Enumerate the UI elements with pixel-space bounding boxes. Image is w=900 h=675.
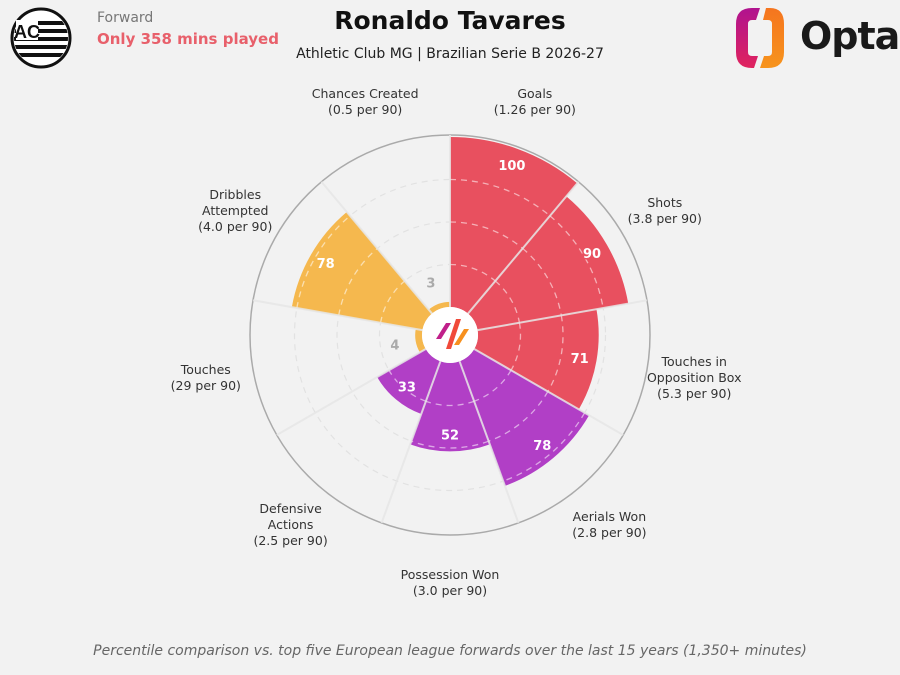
bar-6 (415, 328, 426, 353)
category-label: (2.8 per 90) (572, 525, 646, 540)
bar-grid-ring (488, 391, 549, 442)
category-label: Aerials Won (573, 509, 646, 524)
page-subtitle: Athletic Club MG | Brazilian Serie B 202… (296, 46, 604, 62)
bar-grid-ring (449, 178, 551, 217)
bar-3 (459, 349, 590, 486)
slice-separator (473, 348, 624, 436)
svg-text:AC: AC (14, 22, 40, 42)
bar-grid-ring (547, 315, 564, 392)
bar-8 (428, 301, 450, 314)
bar-2 (474, 309, 599, 410)
slice-separator (458, 360, 520, 524)
slice-separator (320, 181, 433, 315)
bar-grid-ring (449, 263, 496, 282)
bar-5 (377, 349, 441, 415)
hub-logo-icon (436, 323, 451, 339)
bar-grid-ring (510, 322, 522, 371)
bar-grid-ring (494, 280, 521, 323)
bar-1 (467, 196, 629, 331)
bar-grid-ring (502, 412, 586, 482)
page-title: Ronaldo Tavares (334, 6, 566, 35)
category-label: Touches in (661, 354, 727, 369)
bar-0 (450, 137, 578, 314)
category-label: (3.0 per 90) (413, 583, 487, 598)
category-label: Defensive (259, 501, 322, 516)
category-label: Goals (517, 86, 552, 101)
bar-grid-ring (338, 247, 378, 316)
category-label: Dribbles (209, 187, 261, 202)
bar-grid-ring (522, 247, 562, 316)
value-label: 3 (426, 276, 435, 291)
value-label: 78 (317, 257, 335, 272)
category-label: Shots (647, 195, 682, 210)
category-label: (29 per 90) (171, 378, 241, 393)
category-label: Possession Won (401, 567, 500, 582)
bar-grid-ring (449, 221, 524, 249)
category-label: (3.8 per 90) (628, 211, 702, 226)
slice-separator (276, 348, 427, 436)
category-label: (5.3 per 90) (657, 386, 731, 401)
slice-separator (467, 181, 580, 315)
footnote: Percentile comparison vs. top five Europ… (93, 643, 807, 659)
hub-circle (422, 307, 478, 363)
value-label: 90 (583, 247, 601, 262)
value-label: 71 (571, 352, 589, 367)
value-label: 100 (498, 159, 525, 174)
category-label: Actions (268, 517, 314, 532)
bar-grid-ring (296, 215, 351, 309)
bar-grid-ring (379, 280, 406, 323)
slice-separator (252, 299, 423, 332)
bar-grid-ring (411, 440, 489, 449)
category-label: (4.0 per 90) (198, 219, 272, 234)
value-label: 33 (398, 380, 416, 395)
bar-grid-ring (425, 400, 475, 407)
category-label: (0.5 per 90) (328, 102, 402, 117)
grid-ring (293, 178, 607, 492)
value-label: 78 (533, 439, 551, 454)
slice-separator (477, 299, 648, 332)
category-label: (1.26 per 90) (494, 102, 576, 117)
bar-7 (291, 211, 433, 331)
hub-logo-icon (446, 319, 461, 349)
category-label: Touches (180, 362, 231, 377)
bar-grid-ring (473, 369, 512, 402)
category-label: Attempted (202, 203, 268, 218)
value-label: 4 (390, 339, 399, 354)
bar-grid-ring (388, 369, 427, 402)
category-label: (2.5 per 90) (253, 533, 327, 548)
club-crest-logo: AC (10, 7, 72, 69)
bar-4 (410, 361, 490, 452)
brand-name: Opta (800, 14, 900, 58)
value-label: 52 (441, 428, 459, 443)
hub-logo-icon (454, 329, 469, 345)
bar-grid-ring (549, 215, 604, 309)
category-label: Chances Created (312, 86, 419, 101)
slice-separator (380, 360, 442, 524)
category-label: Opposition Box (647, 370, 742, 385)
minutes-warning: Only 358 mins played (97, 30, 279, 48)
opta-logo-icon (736, 8, 784, 68)
player-position: Forward (97, 10, 154, 26)
